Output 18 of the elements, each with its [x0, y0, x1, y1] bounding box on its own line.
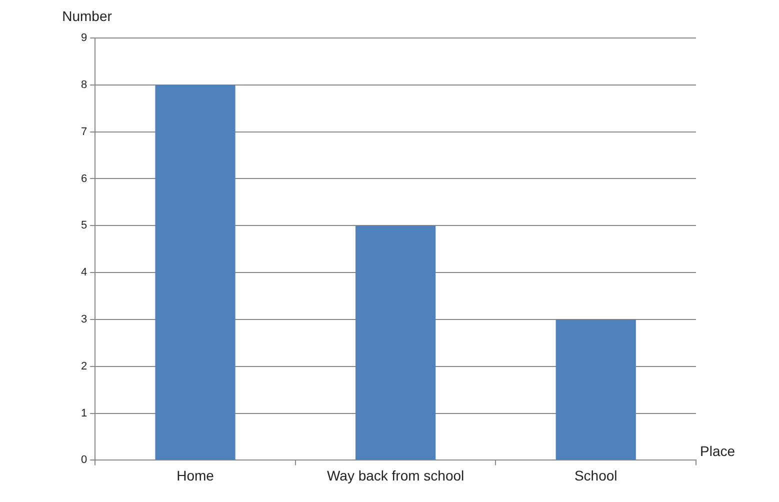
- y-tick-label: 1: [80, 407, 88, 420]
- y-tick-label: 8: [80, 78, 88, 91]
- bar: [356, 226, 436, 460]
- y-tick-label: 9: [80, 32, 88, 44]
- y-tick-label: 7: [80, 126, 88, 138]
- x-tick-label: Way back from school: [326, 467, 464, 484]
- y-tick-label: 2: [80, 360, 88, 372]
- x-axis-title: Place: [700, 443, 736, 460]
- y-axis-title: Number: [62, 8, 112, 24]
- y-tick-label: 3: [80, 314, 88, 326]
- x-tick-label: Home: [176, 467, 214, 484]
- y-tick-label: 4: [80, 266, 88, 279]
- y-tick-label: 0: [80, 454, 88, 466]
- bar: [155, 84, 236, 460]
- x-tick-label: School: [574, 467, 618, 484]
- y-tick-label: 6: [80, 172, 88, 185]
- bar: [556, 319, 636, 460]
- y-tick-label: 5: [80, 220, 88, 232]
